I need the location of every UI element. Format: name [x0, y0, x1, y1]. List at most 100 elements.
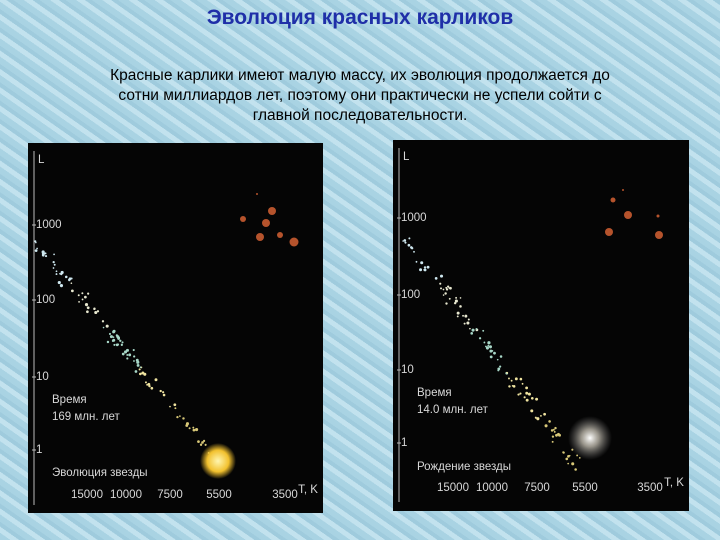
slide-title: Эволюция красных карликов: [206, 6, 514, 29]
star: [116, 343, 120, 346]
star: [185, 424, 189, 427]
star: [64, 275, 68, 279]
star: [459, 297, 462, 299]
giant-star: [656, 214, 660, 218]
star: [403, 239, 407, 242]
star: [169, 405, 171, 408]
star: [521, 382, 524, 385]
panel-bg: [393, 140, 689, 511]
star: [404, 241, 407, 244]
star: [483, 341, 486, 344]
star: [119, 339, 122, 342]
star: [496, 358, 499, 361]
star: [525, 391, 529, 395]
star: [442, 294, 445, 296]
star: [456, 311, 460, 315]
star: [173, 403, 177, 407]
star: [199, 443, 203, 446]
star: [68, 278, 71, 282]
star: [550, 429, 554, 432]
intro-line: сотни миллиардов лет, поэтому они практи…: [118, 87, 602, 104]
star: [108, 332, 111, 335]
star: [162, 391, 165, 394]
star: [445, 288, 449, 291]
star: [574, 468, 577, 471]
star: [530, 409, 534, 413]
star: [497, 369, 500, 372]
star: [57, 280, 61, 285]
star: [426, 265, 430, 269]
star: [442, 288, 445, 291]
star: [77, 294, 80, 297]
star: [434, 277, 438, 280]
y-tick-label: 1: [401, 437, 407, 449]
star: [553, 430, 556, 433]
star: [544, 424, 548, 428]
star: [488, 345, 493, 349]
giant-star: [256, 233, 264, 241]
x-tick-label: 10000: [110, 489, 142, 501]
star: [506, 371, 509, 374]
y-tick-label: 100: [401, 289, 420, 301]
y-tick-label: 1000: [36, 219, 62, 231]
star: [70, 282, 73, 285]
star: [94, 310, 98, 315]
caption: Эволюция звезды: [52, 467, 148, 479]
star: [118, 336, 120, 339]
giant-star: [256, 193, 258, 195]
star: [126, 353, 129, 356]
star: [146, 383, 149, 386]
y-tick-label: 10: [36, 371, 49, 383]
star: [132, 348, 135, 352]
star: [407, 243, 411, 247]
star: [70, 289, 74, 293]
star: [113, 343, 116, 346]
time-value: 14.0 млн. лет: [417, 404, 489, 416]
star: [52, 267, 55, 269]
star: [415, 260, 418, 263]
star: [448, 297, 451, 300]
star: [121, 341, 124, 344]
x-tick-label: 7500: [157, 489, 183, 501]
star: [36, 247, 38, 250]
star: [445, 286, 448, 289]
giant-star: [610, 197, 616, 203]
star: [469, 327, 471, 330]
star: [159, 389, 162, 393]
intro-line: Красные карлики имеют малую массу, их эв…: [110, 67, 610, 84]
star: [121, 352, 125, 356]
star: [60, 270, 64, 275]
star: [96, 310, 100, 313]
star: [493, 351, 496, 355]
star: [568, 454, 571, 457]
star: [540, 414, 542, 417]
star: [535, 397, 539, 401]
x-axis-label: T, K: [664, 477, 684, 489]
star: [135, 358, 139, 362]
star: [456, 315, 459, 318]
star: [467, 318, 470, 321]
star: [93, 307, 96, 310]
star: [84, 303, 89, 307]
star: [554, 426, 557, 430]
star: [201, 441, 204, 444]
hr-diagram: L 1000 100 10 1 15000 10000 7500 5500 3500 T, K Вре…: [393, 140, 689, 511]
star: [464, 314, 468, 318]
star: [128, 353, 132, 357]
star: [174, 407, 177, 410]
star: [459, 305, 462, 308]
star: [444, 292, 447, 295]
star: [410, 246, 414, 250]
time-value: 169 млн. лет: [52, 411, 120, 423]
x-tick-label: 15000: [437, 482, 469, 494]
star: [466, 321, 470, 325]
star: [197, 440, 200, 443]
star: [571, 462, 575, 466]
star: [413, 250, 415, 253]
star: [126, 357, 129, 360]
y-axis-label: L: [403, 151, 410, 163]
giant-star: [262, 219, 270, 227]
star: [517, 393, 520, 396]
intro-line: главной последовательности.: [252, 107, 468, 124]
